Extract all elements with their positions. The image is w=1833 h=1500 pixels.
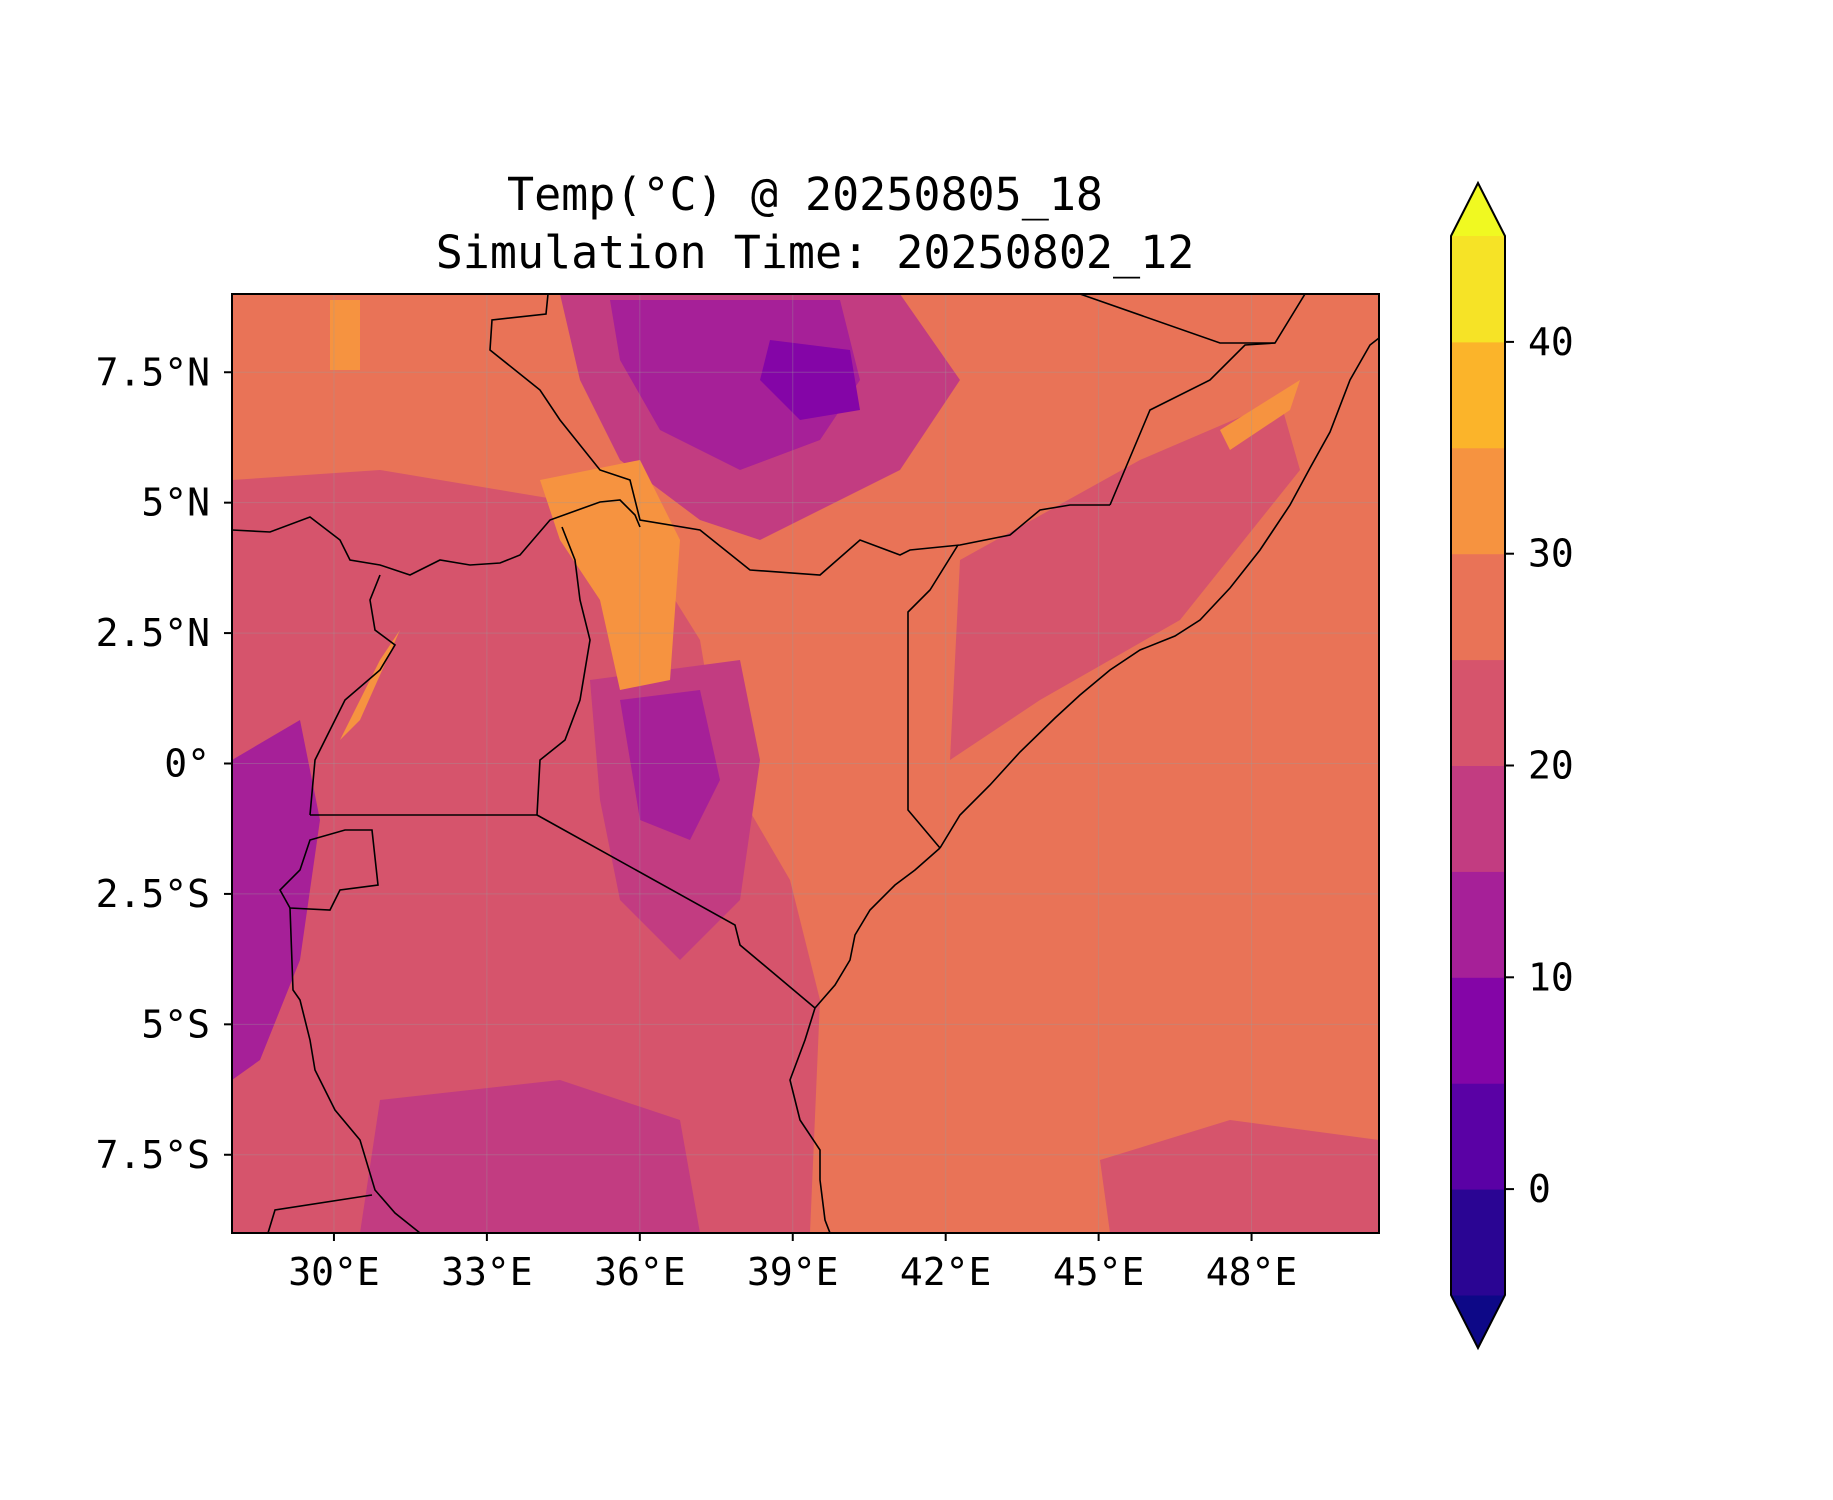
border-south-sudan-ethiopia bbox=[489, 294, 1110, 576]
x-tick-label: 42°E bbox=[900, 1250, 992, 1294]
border-uganda-kenya bbox=[536, 526, 591, 816]
x-tick-label: 33°E bbox=[441, 1250, 533, 1294]
temperature-field-south-sea bbox=[1100, 1120, 1379, 1233]
country-borders bbox=[232, 294, 1379, 1233]
temperature-field-warm-gulf bbox=[1220, 380, 1300, 450]
border-tanzania-west bbox=[289, 907, 421, 1233]
colorbar-segment bbox=[1451, 1189, 1505, 1296]
y-tick-label: 7.5°S bbox=[96, 1133, 210, 1177]
colorbar-tick-label: 30 bbox=[1528, 532, 1574, 576]
colorbar-segment bbox=[1451, 871, 1505, 978]
colorbar-segment bbox=[1451, 341, 1505, 449]
x-tick-label: 39°E bbox=[747, 1250, 839, 1294]
temperature-field-highlands-peak bbox=[760, 340, 860, 420]
x-tick-label: 45°E bbox=[1053, 1250, 1145, 1294]
border-kenya-somalia bbox=[907, 544, 959, 849]
colorbar-tick-label: 10 bbox=[1528, 955, 1574, 999]
colorbar-segment bbox=[1451, 553, 1505, 661]
temperature-field-rift-west bbox=[232, 720, 320, 1080]
y-tick-label: 5°S bbox=[141, 1002, 210, 1046]
temperature-field-land-west bbox=[232, 470, 820, 1233]
colorbar-segment bbox=[1451, 447, 1505, 555]
temperature-field-highlands-core bbox=[610, 300, 860, 470]
colorbar-tick-label: 0 bbox=[1528, 1167, 1551, 1211]
temperature-field-warm-north bbox=[330, 300, 360, 370]
x-tick-label: 36°E bbox=[594, 1250, 686, 1294]
map-gridlines bbox=[232, 294, 1379, 1233]
colorbar-extend-max bbox=[1451, 183, 1505, 236]
coastline-tanzania bbox=[789, 847, 941, 1233]
colorbar-tick-label: 20 bbox=[1528, 744, 1574, 788]
temperature-field-tanzania-south bbox=[360, 1080, 700, 1233]
border-kenya-tanzania bbox=[536, 814, 816, 1009]
colorbar-extend-min bbox=[1451, 1295, 1505, 1348]
temperature-field-warm-sudan bbox=[540, 460, 680, 690]
colorbar-tick-label: 40 bbox=[1528, 320, 1574, 364]
colorbar-outline bbox=[1450, 180, 1506, 1351]
colorbar-segment bbox=[1451, 236, 1505, 343]
border-zambia bbox=[267, 1194, 373, 1233]
x-axis-ticks: 30°E 33°E 36°E 39°E 42°E 45°E 48°E bbox=[288, 1233, 1297, 1294]
map-title-line2: Simulation Time: 20250802_12 bbox=[436, 226, 1195, 279]
coastline-east-africa bbox=[939, 337, 1379, 849]
border-eritrea bbox=[1079, 294, 1275, 344]
border-uganda-drc bbox=[309, 574, 397, 816]
colorbar-segment bbox=[1451, 977, 1505, 1084]
colorbar-ticks: 0 10 20 30 40 bbox=[1505, 320, 1574, 1211]
border-ethiopia-somalia bbox=[1109, 294, 1306, 506]
y-tick-label: 7.5°N bbox=[96, 350, 210, 394]
map-title-line1: Temp(°C) @ 20250805_18 bbox=[507, 168, 1103, 221]
border-rwanda-burundi bbox=[279, 829, 379, 911]
colorbar-segment bbox=[1451, 659, 1505, 766]
colorbar-segment bbox=[1451, 1083, 1505, 1190]
colorbar bbox=[1450, 180, 1506, 1351]
border-drc-sudan bbox=[232, 499, 641, 576]
y-tick-label: 0° bbox=[164, 742, 210, 786]
temperature-field-horn-interior bbox=[950, 400, 1300, 760]
x-tick-label: 48°E bbox=[1206, 1250, 1298, 1294]
y-tick-label: 2.5°N bbox=[96, 611, 210, 655]
temperature-field-kenya-cool bbox=[620, 690, 720, 840]
y-tick-label: 2.5°S bbox=[96, 872, 210, 916]
map-panel bbox=[232, 294, 1379, 1233]
y-tick-label: 5°N bbox=[141, 481, 210, 525]
temperature-field-warm-lake bbox=[340, 630, 400, 740]
x-tick-label: 30°E bbox=[288, 1250, 380, 1294]
y-axis-ticks: 7.5°N 5°N 2.5°N 0° 2.5°S 5°S 7.5°S bbox=[96, 350, 232, 1177]
colorbar-segment bbox=[1451, 765, 1505, 872]
